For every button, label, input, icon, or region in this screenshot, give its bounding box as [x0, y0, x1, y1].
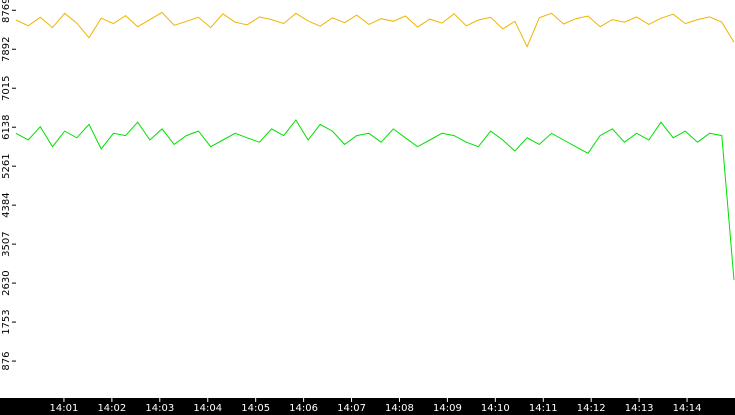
- x-tick-label: 14:12: [577, 403, 606, 414]
- y-tick-label: 876: [1, 352, 12, 371]
- x-tick-label: 14:05: [241, 403, 270, 414]
- x-tick-label: 14:08: [385, 403, 414, 414]
- data-line: [15, 119, 735, 281]
- x-axis-bar: [0, 398, 735, 415]
- x-tick-label: 14:06: [289, 403, 318, 414]
- x-tick-label: 14:01: [50, 403, 79, 414]
- x-tick-label: 14:14: [673, 403, 702, 414]
- x-tick-label: 14:03: [145, 403, 174, 414]
- y-tick-label: 7015: [1, 75, 12, 100]
- y-tick-label: 5261: [1, 153, 12, 178]
- x-tick-label: 14:11: [529, 403, 558, 414]
- y-tick-label: 8769: [1, 0, 12, 23]
- x-tick-label: 14:02: [97, 403, 126, 414]
- y-tick-label: 6138: [1, 114, 12, 139]
- data-line: [15, 11, 735, 48]
- x-tick-label: 14:09: [433, 403, 462, 414]
- y-tick-label: 3507: [1, 231, 12, 256]
- y-tick-label: 4384: [1, 192, 12, 217]
- x-tick-label: 14:04: [193, 403, 222, 414]
- x-tick-label: 14:10: [481, 403, 510, 414]
- y-tick-label: 2630: [1, 270, 12, 295]
- y-tick-label: 1753: [1, 309, 12, 334]
- x-tick-label: 14:13: [625, 403, 654, 414]
- x-tick-label: 14:07: [337, 403, 366, 414]
- y-tick-label: 7892: [1, 37, 12, 62]
